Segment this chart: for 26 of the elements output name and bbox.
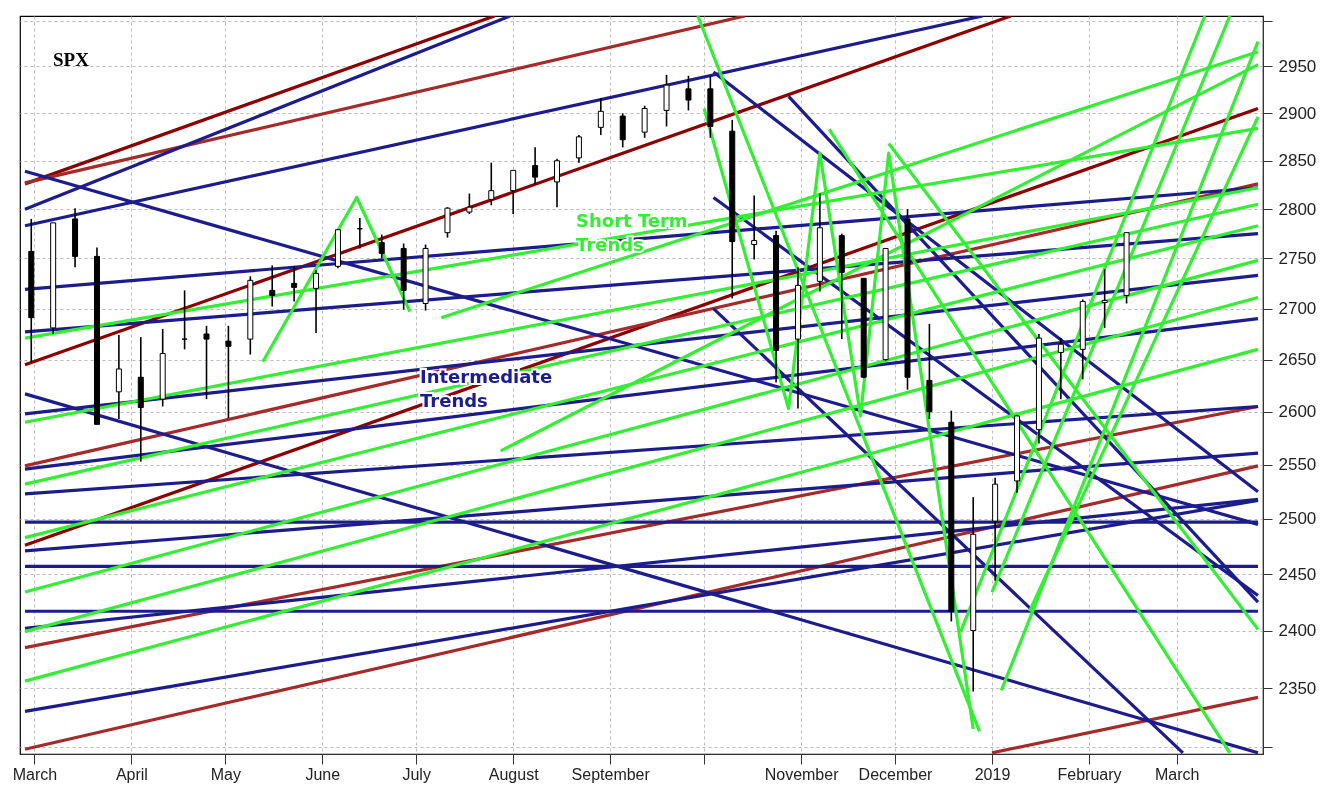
x-tick-label: September — [571, 765, 651, 783]
y-tick-label: 2700 — [1278, 299, 1317, 319]
x-tick-label: August — [488, 765, 540, 783]
y-tick-label: 2900 — [1278, 103, 1317, 123]
y-tick-label: 2350 — [1278, 678, 1317, 698]
y-tick-label: 2950 — [1278, 56, 1317, 76]
y-tick-label: 2500 — [1278, 509, 1317, 529]
y-tick-label: 2650 — [1278, 350, 1317, 370]
x-tick-label: April — [115, 765, 148, 783]
x-tick-label: December — [858, 765, 934, 783]
x-tick-label: May — [210, 765, 241, 783]
x-tick-label: June — [305, 765, 341, 783]
x-tick-label: February — [1057, 765, 1122, 783]
y-tick-label: 2800 — [1278, 199, 1317, 219]
x-tick-label: March — [12, 765, 58, 783]
x-tick-label: July — [402, 765, 431, 783]
y-tick-label: 2450 — [1278, 564, 1317, 584]
x-tick-label: November — [764, 765, 840, 783]
y-tick-label: 2850 — [1278, 151, 1317, 171]
y-tick-label: 2750 — [1278, 248, 1317, 268]
y-tick-label: 2400 — [1278, 621, 1317, 641]
x-tick-label: March — [1154, 765, 1200, 783]
y-tick-label: 2550 — [1278, 455, 1317, 475]
x-tick-label: 2019 — [974, 765, 1011, 783]
y-tick-label: 2600 — [1278, 402, 1317, 422]
text: SPX — [53, 49, 90, 70]
